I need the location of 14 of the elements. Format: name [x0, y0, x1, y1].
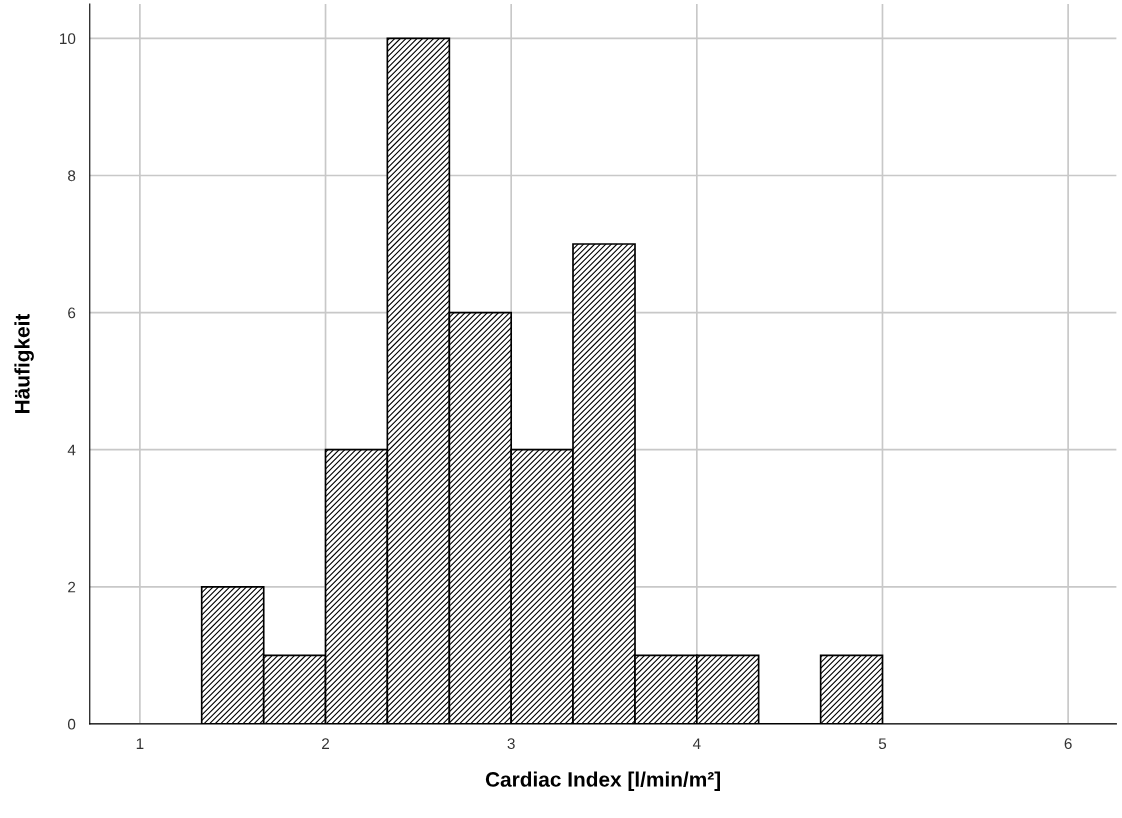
y-axis-title: Häufigkeit [14, 313, 34, 413]
x-tick-label: 4 [692, 738, 701, 749]
x-tick-label: 1 [136, 738, 144, 749]
y-tick-label: 10 [60, 33, 76, 45]
x-tick-label: 6 [1064, 738, 1072, 750]
y-tick-label: 2 [68, 581, 76, 593]
y-tick-label: 8 [68, 170, 76, 182]
x-tick-label: 2 [322, 738, 330, 749]
y-tick-label: 6 [68, 307, 76, 319]
y-tick-label: 0 [67, 718, 76, 730]
y-tick-label: 4 [67, 444, 76, 456]
x-tick-label: 5 [878, 738, 887, 750]
x-axis-title: Cardiac Index [l/min/m²] [485, 771, 720, 791]
x-tick-label: 3 [507, 738, 515, 750]
